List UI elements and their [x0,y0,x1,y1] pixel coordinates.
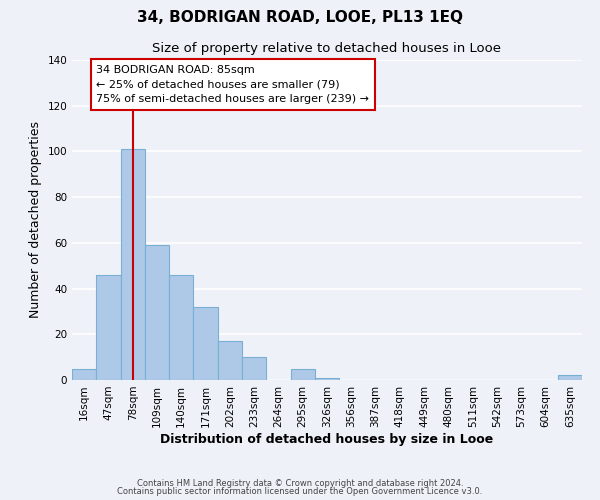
Text: 34, BODRIGAN ROAD, LOOE, PL13 1EQ: 34, BODRIGAN ROAD, LOOE, PL13 1EQ [137,10,463,25]
Bar [145,245,169,380]
Bar [121,149,145,380]
Title: Size of property relative to detached houses in Looe: Size of property relative to detached ho… [152,42,502,54]
Text: Contains HM Land Registry data © Crown copyright and database right 2024.: Contains HM Land Registry data © Crown c… [137,478,463,488]
X-axis label: Distribution of detached houses by size in Looe: Distribution of detached houses by size … [160,432,494,446]
Bar [558,376,582,380]
Bar [169,275,193,380]
Bar [96,275,121,380]
Text: Contains public sector information licensed under the Open Government Licence v3: Contains public sector information licen… [118,488,482,496]
Bar [290,368,315,380]
Bar [72,368,96,380]
Y-axis label: Number of detached properties: Number of detached properties [29,122,42,318]
Bar [315,378,339,380]
Bar [242,357,266,380]
Bar [218,341,242,380]
Text: 34 BODRIGAN ROAD: 85sqm
← 25% of detached houses are smaller (79)
75% of semi-de: 34 BODRIGAN ROAD: 85sqm ← 25% of detache… [96,64,369,104]
Bar [193,307,218,380]
